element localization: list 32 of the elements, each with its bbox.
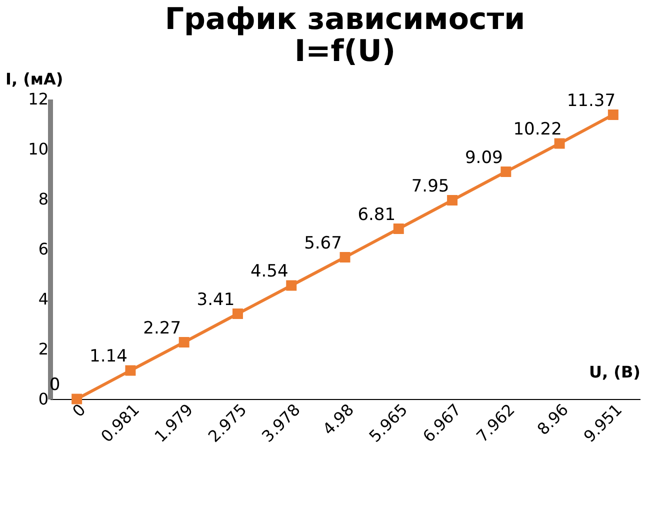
text: График зависимости	[164, 2, 526, 37]
data-label: 4.54	[250, 262, 288, 282]
data-label: 9.09	[464, 148, 503, 168]
y-tick-label: 12	[28, 90, 48, 108]
data-label: 1.14	[90, 346, 128, 366]
data-label: 6.81	[358, 204, 396, 225]
data-label: 7.95	[411, 176, 450, 196]
data-label: 11.37	[566, 90, 616, 111]
point	[500, 166, 512, 177]
data-label: 2.27	[143, 318, 182, 338]
point	[178, 337, 190, 348]
point	[72, 394, 82, 404]
text: I=f(U)	[294, 34, 396, 69]
y-tick-label: 10	[28, 140, 48, 158]
data-label: 3.41	[196, 290, 235, 310]
y-tick-label: 8	[38, 190, 48, 208]
y-tick-label: 2	[38, 340, 48, 358]
point	[447, 195, 458, 206]
point	[393, 224, 404, 234]
point	[340, 252, 350, 262]
y-tick-label: 4	[38, 290, 48, 308]
point	[232, 308, 243, 319]
point	[608, 110, 618, 120]
point	[554, 138, 565, 149]
point	[286, 280, 297, 291]
x-tick-label: 0	[68, 400, 90, 421]
data-label: 10.22	[513, 120, 562, 140]
x-axis-title: U, (B)	[589, 362, 640, 382]
y-tick-label: 6	[38, 240, 48, 258]
y-axis-title: I, (мА)	[6, 70, 64, 88]
point	[125, 365, 136, 376]
data-label: 5.67	[304, 233, 342, 254]
